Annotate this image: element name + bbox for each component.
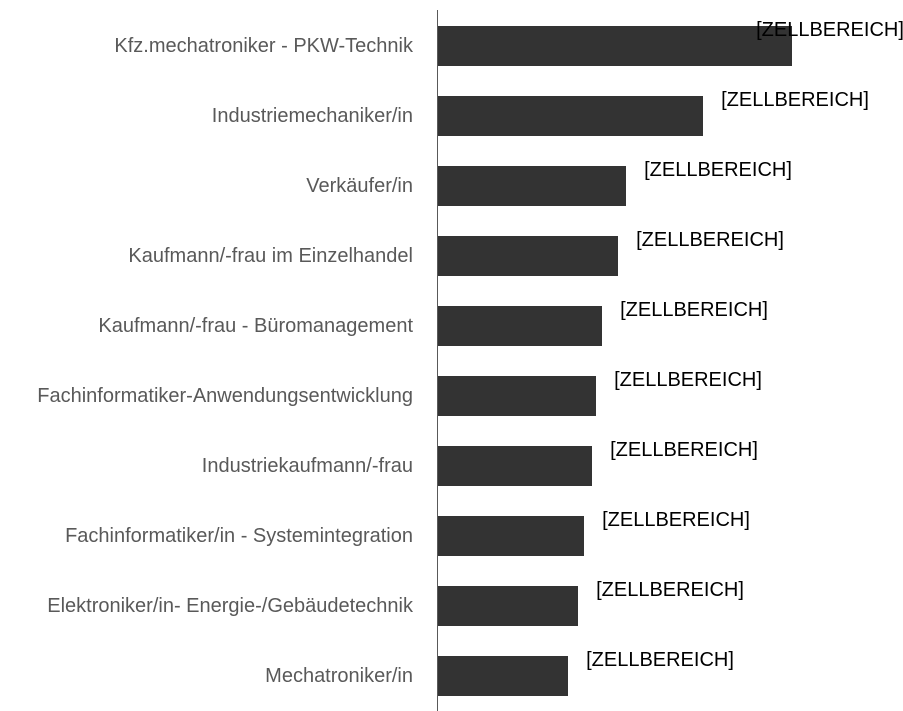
- data-label: [ZELLBEREICH]: [596, 579, 744, 601]
- category-label: Kaufmann/-frau im Einzelhandel: [128, 245, 413, 267]
- data-label: [ZELLBEREICH]: [756, 19, 903, 41]
- bar: [438, 516, 584, 556]
- data-label: [ZELLBEREICH]: [636, 229, 784, 251]
- bar: [438, 376, 596, 416]
- category-label: Kfz.mechatroniker - PKW-Technik: [114, 35, 413, 57]
- category-label: Fachinformatiker-Anwendungsentwicklung: [37, 385, 413, 407]
- bar: [438, 236, 618, 276]
- data-label: [ZELLBEREICH]: [644, 159, 792, 181]
- data-label: [ZELLBEREICH]: [721, 89, 869, 111]
- bar: [438, 586, 578, 626]
- bar: [438, 26, 792, 66]
- bar: [438, 96, 703, 136]
- category-label: Kaufmann/-frau - Büromanagement: [98, 315, 413, 337]
- data-label: [ZELLBEREICH]: [602, 509, 750, 531]
- bar: [438, 166, 626, 206]
- category-axis: [437, 10, 438, 711]
- bar: [438, 446, 592, 486]
- data-label: [ZELLBEREICH]: [614, 369, 762, 391]
- category-label: Fachinformatiker/in - Systemintegration: [65, 525, 413, 547]
- category-label: Verkäufer/in: [306, 175, 413, 197]
- category-label: Industriekaufmann/-frau: [201, 455, 413, 477]
- category-label: Elektroniker/in- Energie-/Gebäudetechnik: [47, 595, 413, 617]
- data-label: [ZELLBEREICH]: [620, 299, 768, 321]
- bar: [438, 306, 602, 346]
- category-label: Mechatroniker/in: [265, 665, 413, 687]
- data-label: [ZELLBEREICH]: [586, 649, 734, 671]
- data-label: [ZELLBEREICH]: [610, 439, 758, 461]
- bar: [438, 656, 568, 696]
- category-label: Industriemechaniker/in: [211, 105, 413, 127]
